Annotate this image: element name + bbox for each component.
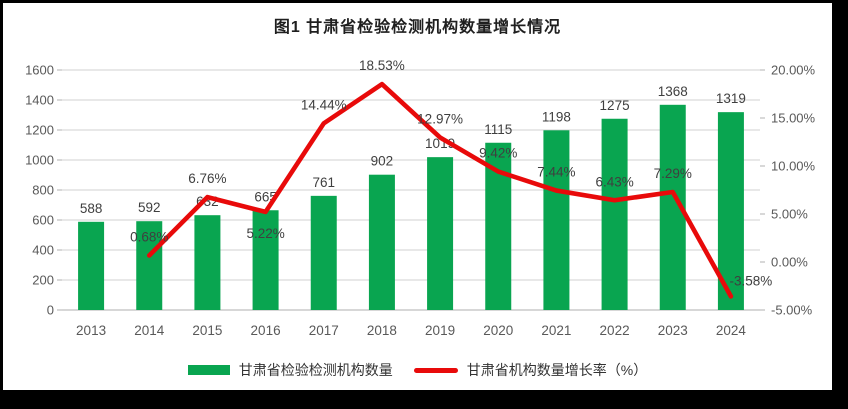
left-axis-tick-label: 400 xyxy=(32,243,54,258)
line-value-label: 6.43% xyxy=(595,174,633,189)
x-axis-tick-label: 2013 xyxy=(76,323,106,338)
bar-2021 xyxy=(543,130,570,310)
x-axis-tick-label: 2022 xyxy=(600,323,630,338)
legend-line-swatch xyxy=(413,367,458,373)
legend-item-line: 甘肃省机构数量增长率（%） xyxy=(413,360,648,380)
bar-value-label: 1319 xyxy=(716,91,746,106)
line-value-label: -3.58% xyxy=(730,273,773,288)
legend-bar-swatch xyxy=(187,365,230,375)
x-axis-tick-label: 2018 xyxy=(367,323,397,338)
chart-area: 图1 甘肃省检验检测机构数量增长情况 0 200 400 600 800 1000 1200… xyxy=(3,3,832,390)
x-axis-tick-label: 2016 xyxy=(251,323,281,338)
line-value-label: 0.68% xyxy=(130,229,168,244)
left-axis-tick-label: 1600 xyxy=(25,63,54,78)
left-axis-tick-label: 1200 xyxy=(25,123,54,138)
bar-2022 xyxy=(601,118,628,310)
left-axis-tick-label: 800 xyxy=(32,183,54,198)
right-axis-tick-label: 5.00% xyxy=(771,207,808,222)
bar-value-label: 761 xyxy=(312,175,335,190)
chart-plot: 0 200 400 600 800 1000 1200 1400 1600 -5.00% 0.00%… xyxy=(25,58,816,338)
left-axis-tick-label: 600 xyxy=(32,213,54,228)
bar-value-label: 1368 xyxy=(658,84,688,99)
bar-2016 xyxy=(252,210,279,310)
x-axis-tick-label: 2017 xyxy=(309,323,339,338)
x-axis-tick-label: 2020 xyxy=(483,323,513,338)
right-axis-tick-label: 0.00% xyxy=(771,255,808,270)
legend-bar-label: 甘肃省检验检测机构数量 xyxy=(238,362,393,378)
bar-2014 xyxy=(136,221,163,310)
bar-value-label: 1115 xyxy=(484,122,512,137)
line-value-label: 7.44% xyxy=(537,165,575,180)
line-value-label: 9.42% xyxy=(479,146,517,161)
legend-line-label: 甘肃省机构数量增长率（%） xyxy=(466,362,648,378)
line-value-label: 18.53% xyxy=(359,58,405,73)
x-axis-tick-label: 2015 xyxy=(192,323,222,338)
x-axis-tick-label: 2014 xyxy=(134,323,165,338)
legend-item-bars: 甘肃省检验检测机构数量 xyxy=(187,360,393,380)
left-axis-tick-label: 200 xyxy=(32,273,54,288)
line-value-label: 14.44% xyxy=(301,97,347,112)
right-axis-tick-label: 10.00% xyxy=(771,159,816,174)
right-axis-tick-label: 20.00% xyxy=(771,63,816,78)
bar-2017 xyxy=(310,195,337,310)
bar-value-label: 902 xyxy=(371,154,394,169)
bar-value-label: 588 xyxy=(80,201,103,216)
bar-value-label: 1275 xyxy=(600,98,630,113)
bar-value-label: 1198 xyxy=(542,109,571,124)
line-value-label: 12.97% xyxy=(417,111,463,126)
left-axis-tick-label: 1000 xyxy=(25,153,54,168)
x-axis-tick-label: 2023 xyxy=(658,323,688,338)
bar-2013 xyxy=(78,221,105,310)
bar-2018 xyxy=(368,174,395,310)
growth-rate-line xyxy=(146,81,734,299)
legend: 甘肃省检验检测机构数量 甘肃省机构数量增长率（%） xyxy=(3,360,832,380)
bar-2015 xyxy=(194,215,221,310)
x-axis-tick-label: 2024 xyxy=(716,323,747,338)
line-value-label: 5.22% xyxy=(246,226,284,241)
right-axis-tick-label: -5.00% xyxy=(771,303,813,318)
left-axis-tick-label: 1400 xyxy=(25,93,54,108)
bar-2019 xyxy=(427,157,454,310)
line-value-label: 6.76% xyxy=(188,171,226,186)
x-axis-tick-label: 2019 xyxy=(425,323,455,338)
x-axis-tick-label: 2021 xyxy=(541,323,571,338)
chart-title: 图1 甘肃省检验检测机构数量增长情况 xyxy=(273,19,562,36)
line-value-label: 7.29% xyxy=(654,166,692,181)
right-axis-tick-label: 15.00% xyxy=(771,111,816,126)
left-axis-tick-label: 0 xyxy=(47,303,54,318)
bar-value-label: 592 xyxy=(138,200,161,215)
